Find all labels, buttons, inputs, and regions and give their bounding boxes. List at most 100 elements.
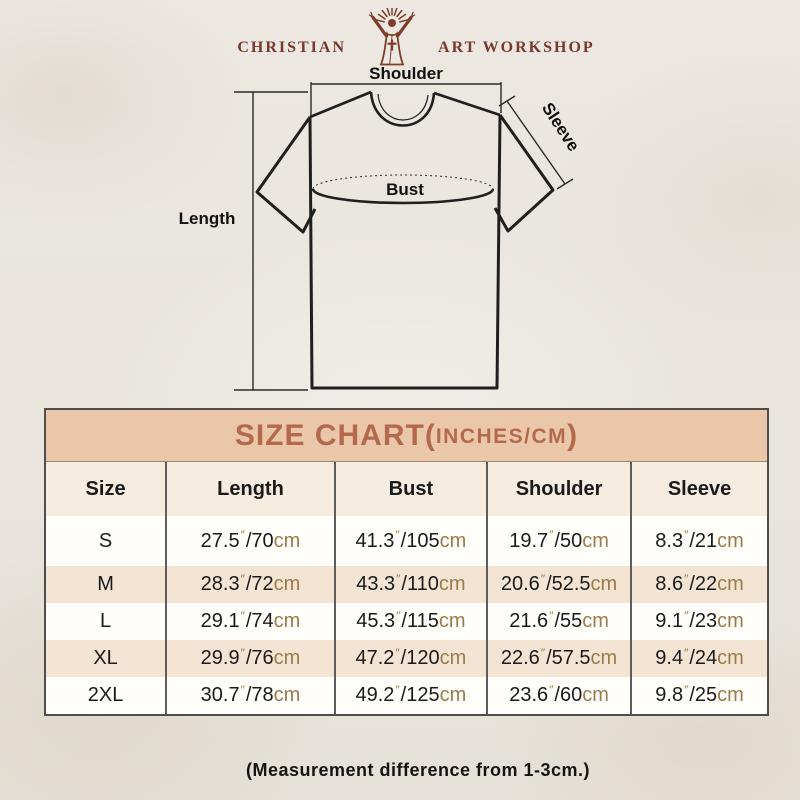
- table-row: XL 29.9 ″/76 cm 47.2 ″/120 cm 22.6 ″/57.5 cm 9.4 ″ /…: [46, 640, 767, 677]
- chest-cross-icon: [387, 39, 397, 51]
- inch-mark: ″: [684, 571, 689, 586]
- cm-unit: cm: [439, 647, 467, 669]
- sleeve-value-cell: 9.8 ″/25 cm: [655, 682, 744, 707]
- collar-outer: [369, 91, 436, 127]
- figure-robe: [379, 31, 405, 66]
- cm-unit: cm: [717, 684, 744, 706]
- tshirt-measurement-diagram: Shoulder Length Bust Sleeve: [179, 64, 583, 391]
- bust-value-cell: 41.3 ″/105 cm: [336, 516, 488, 566]
- bust-value-cell: 47.2 ″/120 cm: [336, 640, 488, 677]
- cm-unit: cm: [717, 573, 744, 595]
- left-sleeve: [255, 116, 317, 234]
- inch-mark: ″: [240, 608, 245, 623]
- size-chart-title-main: SIZE CHART(: [234, 418, 436, 452]
- length-label: Length: [179, 209, 236, 228]
- robe-sash: [389, 35, 393, 65]
- figure-hands: [368, 11, 416, 19]
- size-cell: XL: [46, 640, 168, 677]
- bust-value-cell: 45.3 ″/115 cm: [336, 603, 488, 640]
- inch-mark: ″: [540, 645, 546, 660]
- sleeve-dim-line: [506, 100, 566, 185]
- collar-inner: [377, 93, 429, 121]
- cm-unit: cm: [273, 610, 301, 632]
- sunburst-rays: [375, 8, 409, 23]
- inch-mark: ″: [240, 682, 245, 697]
- column-header-size: Size: [46, 462, 168, 516]
- size-cell: 2XL: [46, 677, 168, 714]
- length-value-cell: 28.3 ″/72 cm: [167, 566, 336, 603]
- shoulder-value-cell: 22.6 ″/57.5 cm: [488, 640, 633, 677]
- inch-mark: ″: [240, 645, 245, 660]
- cm-unit: cm: [273, 647, 301, 669]
- sleeve-value-cell: 8.3 ″/21 cm: [655, 528, 744, 552]
- inch-mark: ″: [540, 571, 546, 586]
- size-cell: L: [46, 603, 168, 640]
- length-value-cell: 29.9 ″/76 cm: [167, 640, 336, 677]
- inch-mark: ″: [240, 571, 245, 586]
- tshirt-outline: [255, 90, 555, 390]
- bust-value-cell: 49.2 ″/125 cm: [336, 677, 488, 714]
- size-chart-title-units: INCHES/CM: [435, 424, 568, 448]
- sleeve-value-cell: 8.6 ″/22 cm: [655, 571, 744, 596]
- cm-unit: cm: [582, 684, 609, 706]
- figure-head: [388, 19, 397, 27]
- size-chart-table: SIZE CHART(INCHES/CM) Size Length Bust S…: [44, 408, 769, 716]
- cm-unit: cm: [582, 529, 609, 552]
- inch-mark: ″: [684, 682, 689, 697]
- shoulder-value-cell: 19.7 ″/50 cm: [488, 516, 633, 566]
- brand-name-right: ART WORKSHOP: [438, 39, 595, 56]
- table-row: 2XL 30.7 ″/78 cm 49.2 ″/125 cm 23.6 ″/60 cm 9.8 ″/2…: [46, 677, 767, 714]
- inch-mark: ″: [240, 528, 245, 542]
- size-table-body: S 27.5 ″/70 cm 41.3 ″/105 cm 19.7 ″/50 cm 8.3 ″/21 c…: [46, 516, 767, 714]
- cm-unit: cm: [273, 529, 301, 552]
- length-value-cell: 29.1 ″/74 cm: [167, 603, 336, 640]
- inch-mark: ″: [549, 528, 554, 542]
- table-row: S 27.5 ″/70 cm 41.3 ″/105 cm 19.7 ″/50 cm 8.3 ″/21 c…: [46, 516, 767, 566]
- length-value-cell: 27.5 ″/70 cm: [167, 516, 336, 566]
- measurement-note: (Measurement difference from 1-3cm.): [245, 760, 591, 780]
- cm-unit: cm: [717, 647, 744, 669]
- table-header-row: Size Length Bust Shoulder Sleeve: [46, 462, 767, 516]
- bust-label: Bust: [386, 180, 424, 199]
- length-value-cell: 30.7 ″/78 cm: [167, 677, 336, 714]
- size-cell: M: [46, 566, 168, 603]
- cm-unit: cm: [273, 684, 301, 706]
- sleeve-value-cell: 9.4 ″/24 cm: [655, 645, 744, 670]
- column-header-shoulder: Shoulder: [488, 462, 633, 516]
- column-header-length: Length: [167, 462, 336, 516]
- cm-unit: cm: [438, 610, 466, 632]
- shoulder-value-cell: 23.6 ″/60 cm: [488, 677, 633, 714]
- size-chart-title-close: ): [567, 418, 579, 452]
- cm-unit: cm: [273, 573, 301, 595]
- inch-mark: ″: [396, 608, 401, 623]
- cm-unit: cm: [439, 529, 467, 552]
- brand-logo: CHRISTIAN: [16, 4, 800, 66]
- cm-unit: cm: [582, 610, 609, 632]
- cm-unit: cm: [717, 529, 744, 552]
- right-sleeve: [493, 114, 555, 233]
- inch-mark: ″: [395, 645, 400, 660]
- jesus-figure-icon: [368, 8, 416, 66]
- inch-mark: ″: [684, 528, 689, 542]
- inch-mark: ″: [395, 528, 400, 542]
- sleeve-tick-top: [498, 95, 516, 107]
- bust-value-cell: 43.3 ″/110 cm: [336, 566, 488, 603]
- sleeve-tick-bottom: [556, 178, 574, 190]
- inch-mark: ″: [395, 682, 400, 697]
- table-row: L 29.1 ″/74 cm 45.3 ″/115 cm 21.6 ″/55 cm 9.1 ″/23 c…: [46, 603, 767, 640]
- cm-unit: cm: [590, 573, 618, 595]
- figure-arms: [371, 15, 413, 38]
- inch-mark: ″: [549, 682, 554, 697]
- sleeve-label: Sleeve: [538, 99, 583, 155]
- brand-name-left: CHRISTIAN: [237, 39, 347, 56]
- cm-unit: cm: [590, 647, 618, 669]
- cm-unit: cm: [717, 610, 744, 632]
- inch-mark: ″: [396, 571, 401, 586]
- table-row: M 28.3 ″/72 cm 43.3 ″/110 cm 20.6 ″/52.5 cm 8.6 ″/2…: [46, 566, 767, 603]
- inch-mark: ″: [549, 608, 554, 623]
- measurement-lines: [234, 82, 574, 391]
- column-header-bust: Bust: [336, 462, 488, 516]
- inch-mark: ″: [684, 645, 689, 660]
- shoulder-value-cell: 20.6 ″/52.5 cm: [488, 566, 633, 603]
- shoulder-label: Shoulder: [369, 64, 443, 83]
